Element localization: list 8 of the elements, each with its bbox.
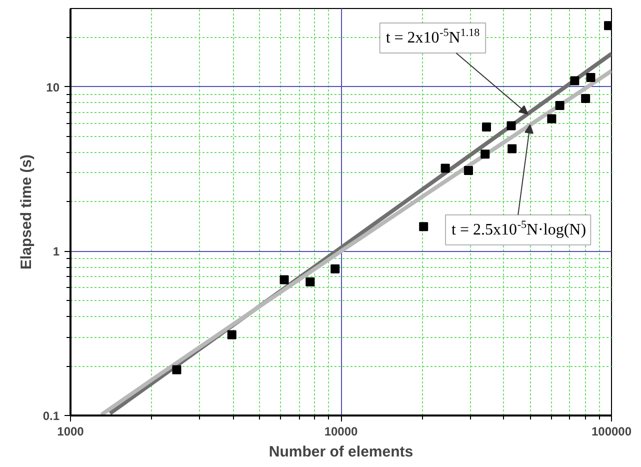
y-axis-title: Elapsed time (s) bbox=[18, 154, 35, 270]
x-tick-label: 10000 bbox=[324, 424, 358, 438]
y-tick-label: 0.1 bbox=[42, 409, 60, 423]
x-axis-title: Number of elements bbox=[268, 444, 414, 460]
y-tick-label: 10 bbox=[46, 80, 60, 94]
x-tick-label: 1000 bbox=[57, 424, 84, 438]
y-tick-label: 1 bbox=[52, 244, 60, 259]
x-tick-label: 100000 bbox=[591, 424, 632, 438]
